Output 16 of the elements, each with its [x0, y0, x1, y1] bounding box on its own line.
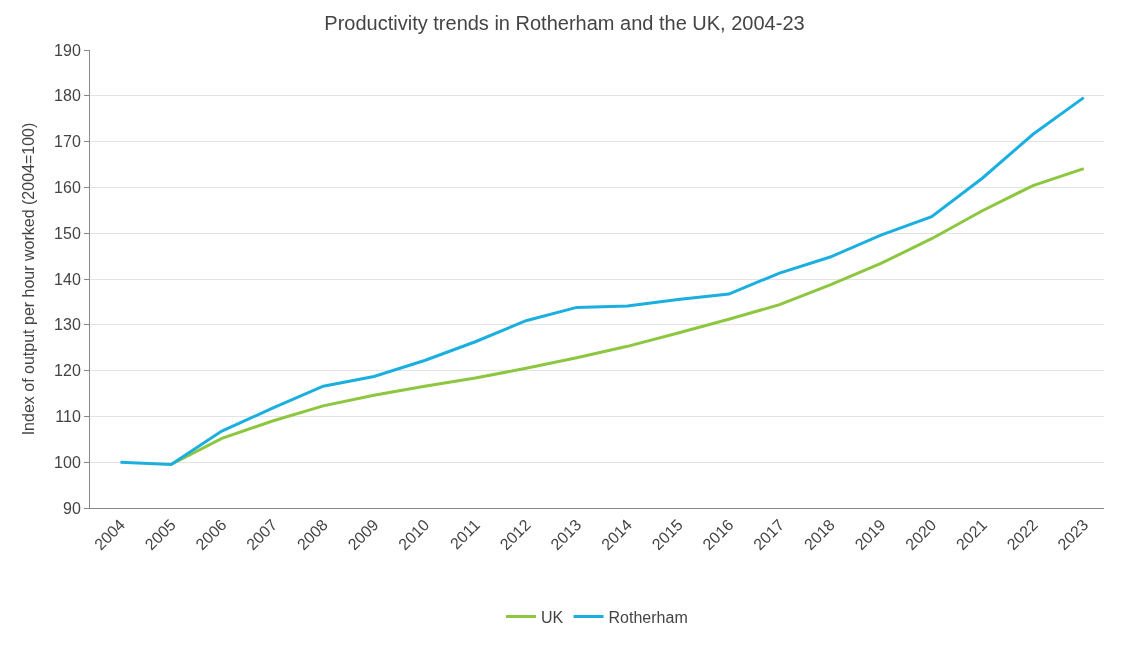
- legend-label: Rotherham: [608, 608, 688, 626]
- line-series: [118, 96, 1086, 466]
- legend-label: UK: [541, 608, 564, 626]
- y-tick-label: 160: [54, 179, 81, 196]
- chart-title: Productivity trends in Rotherham and the UK, 2004-23: [324, 12, 805, 35]
- y-tick-label: 140: [54, 270, 81, 288]
- y-tick-label: 190: [54, 41, 81, 59]
- y-tick-label: 180: [54, 87, 81, 105]
- y-tick-label: 170: [54, 133, 81, 151]
- y-tick-label: 130: [54, 316, 81, 334]
- y-axis-title: Index of output per hour worked (2004=100): [20, 122, 37, 436]
- y-tick-label: 150: [54, 224, 81, 242]
- y-tick-label: 120: [54, 362, 81, 380]
- y-tick-label: 100: [54, 453, 81, 471]
- y-tick-label: 110: [55, 408, 81, 425]
- y-tick-label: 90: [63, 499, 81, 517]
